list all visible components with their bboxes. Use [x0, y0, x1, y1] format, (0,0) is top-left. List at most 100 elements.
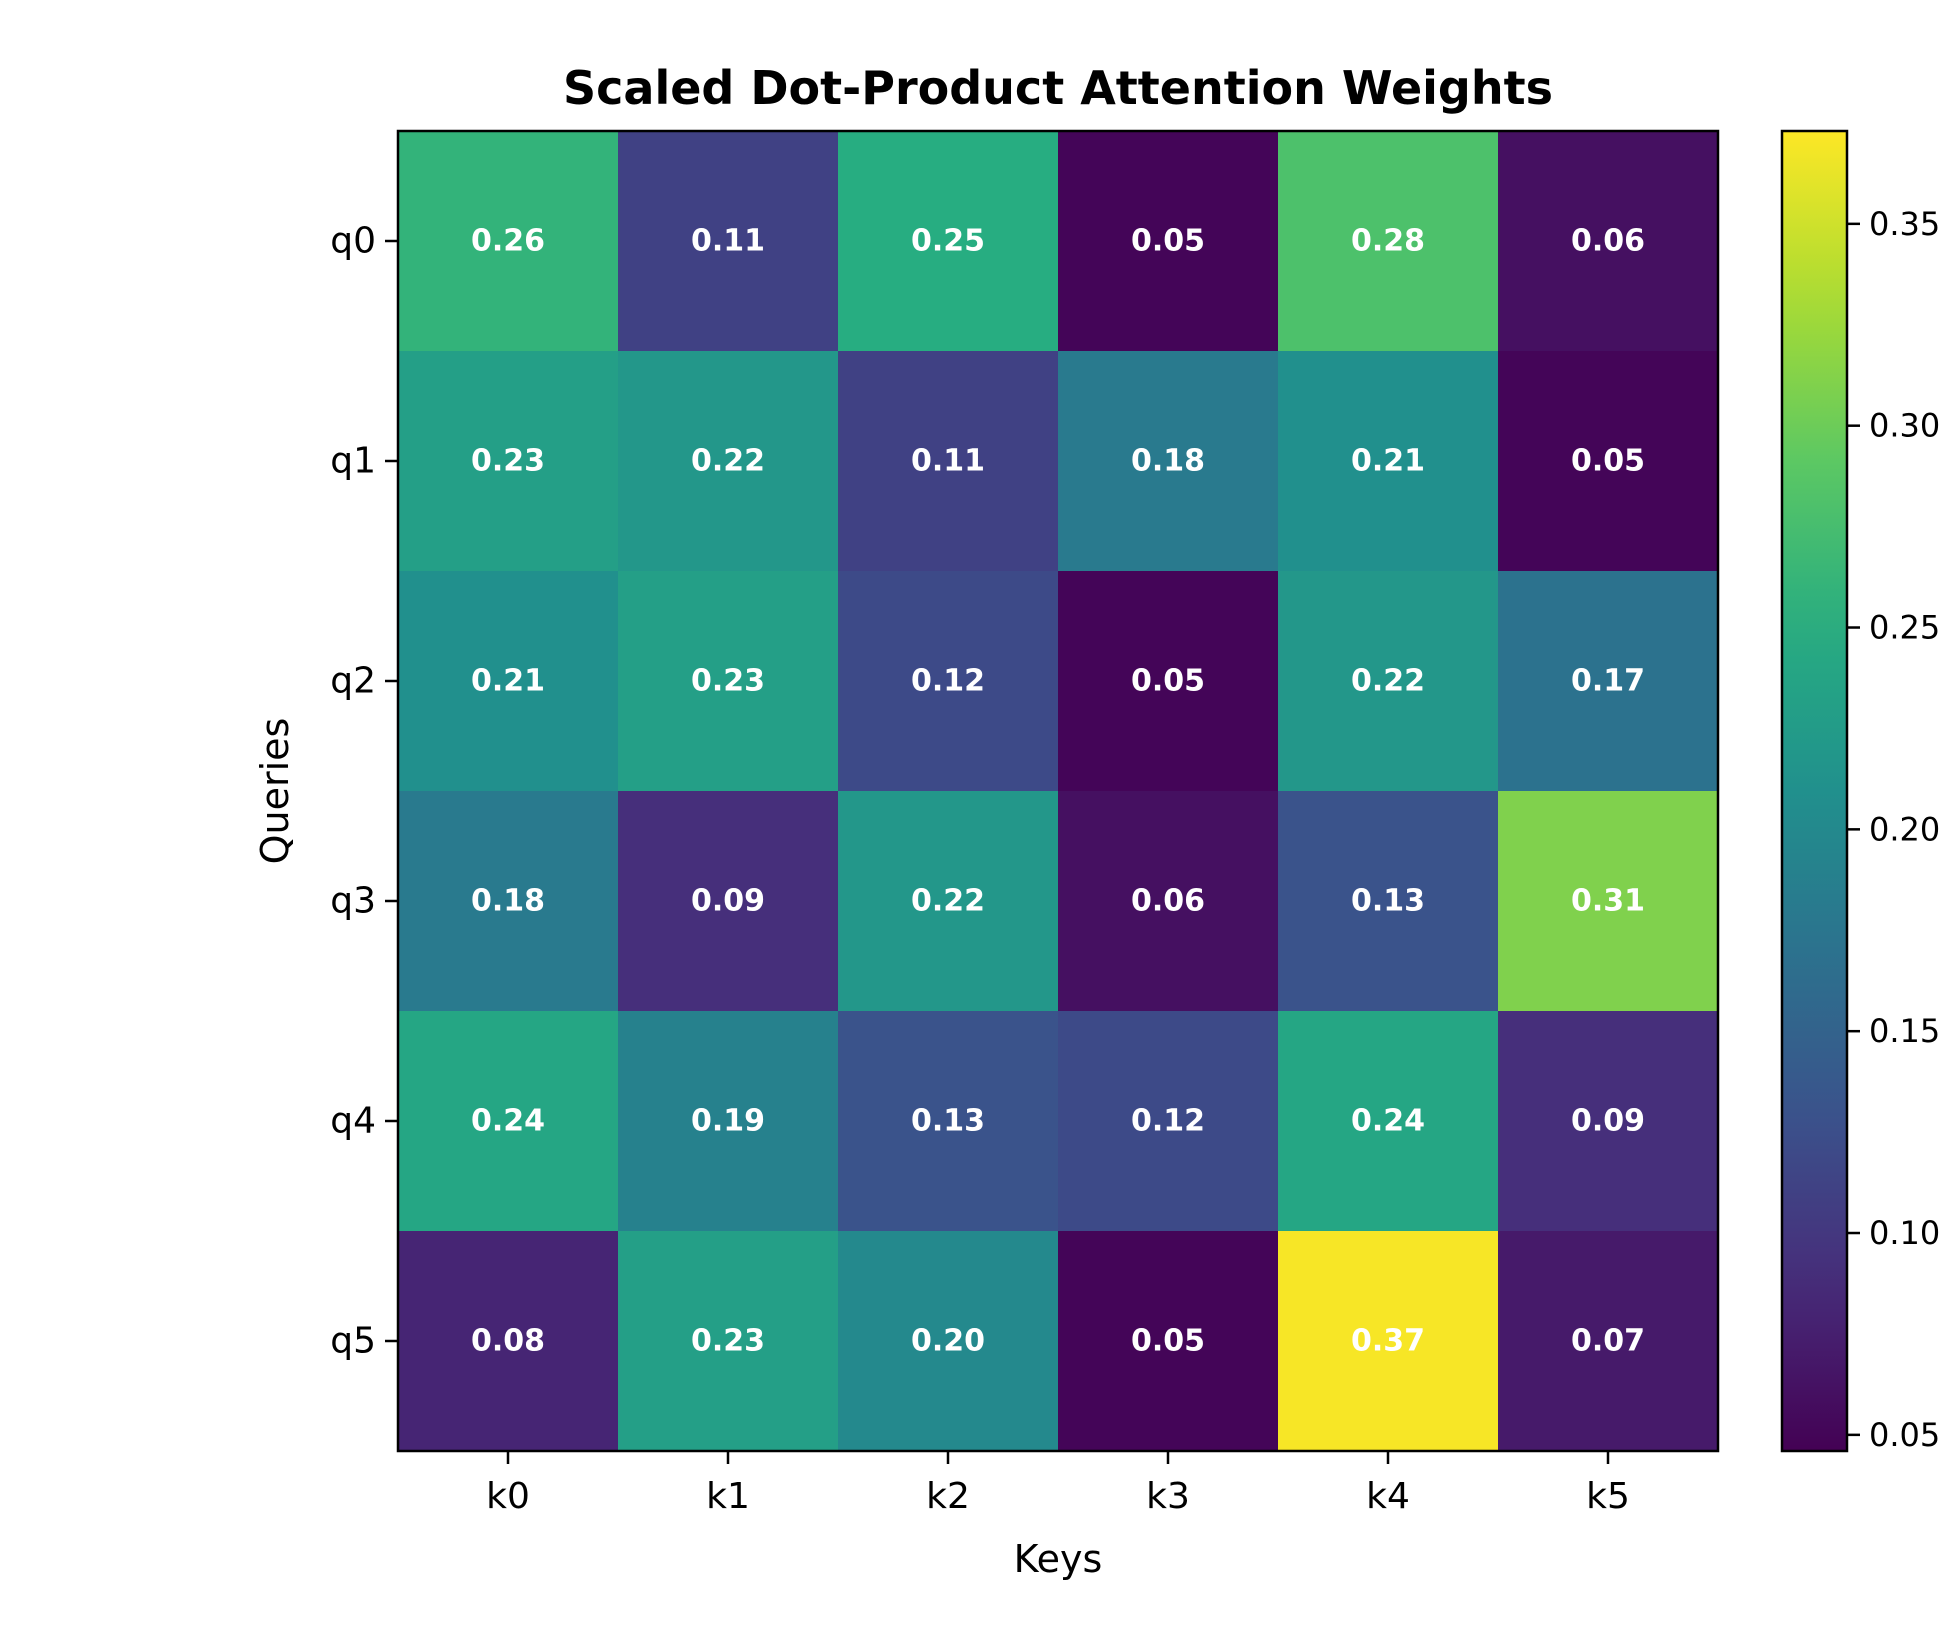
x-tick-label: k4: [1366, 1476, 1410, 1517]
heatmap-cell: [618, 1011, 839, 1232]
colorbar-tick-label: 0.25: [1869, 609, 1940, 647]
heatmap-cell: [838, 791, 1059, 1012]
cell-value-label: 0.17: [1571, 664, 1645, 699]
heatmap-cell: [838, 571, 1059, 792]
colorbar-tick-label: 0.30: [1869, 407, 1940, 445]
x-tick-label: k5: [1586, 1476, 1630, 1517]
heatmap-cell: [1058, 351, 1279, 572]
heatmap-cell: [1058, 1011, 1279, 1232]
heatmap-cell: [1498, 1011, 1719, 1232]
heatmap-cell: [398, 131, 619, 352]
heatmap-cell: [838, 1011, 1059, 1232]
x-tick-label: k3: [1146, 1476, 1190, 1517]
cell-value-label: 0.05: [1131, 664, 1205, 699]
y-tick-label: q1: [330, 441, 376, 482]
heatmap-cell: [398, 791, 619, 1012]
heatmap-cell: [1058, 571, 1279, 792]
cell-value-label: 0.11: [691, 224, 765, 259]
cell-value-label: 0.12: [911, 664, 985, 699]
cell-value-label: 0.21: [471, 664, 545, 699]
heatmap-cells: [398, 131, 1719, 1452]
x-axis-label: Keys: [1014, 1537, 1103, 1581]
cell-value-label: 0.24: [471, 1104, 545, 1139]
cell-value-label: 0.13: [1351, 884, 1425, 919]
heatmap-cell: [1058, 131, 1279, 352]
cell-value-label: 0.25: [911, 224, 985, 259]
heatmap-cell: [838, 1231, 1059, 1452]
colorbar-frame: [1780, 129, 1849, 1453]
cell-value-label: 0.37: [1351, 1324, 1425, 1359]
cell-value-label: 0.22: [911, 884, 985, 919]
cell-value-label: 0.18: [471, 884, 545, 919]
heatmap-cell: [398, 571, 619, 792]
cell-value-label: 0.18: [1131, 444, 1205, 479]
heatmap-cell: [1498, 131, 1719, 352]
heatmap-cell: [398, 351, 619, 572]
y-tick-label: q5: [330, 1321, 376, 1362]
cell-value-label: 0.22: [1351, 664, 1425, 699]
colorbar-gradient: [1782, 131, 1847, 1451]
colorbar-tick-label: 0.10: [1869, 1214, 1940, 1252]
colorbar-tick-label: 0.05: [1869, 1416, 1940, 1454]
cell-value-label: 0.19: [691, 1104, 765, 1139]
cell-value-label: 0.20: [911, 1324, 985, 1359]
heatmap-cell: [1498, 571, 1719, 792]
heatmap-cell: [1278, 571, 1499, 792]
cell-value-label: 0.09: [691, 884, 765, 919]
x-tick-label: k2: [926, 1476, 970, 1517]
y-axis: q0 q1 q2 q3 q4 q5: [330, 221, 398, 1362]
cell-annotations: 0.26 0.11 0.25 0.05 0.28 0.06 0.23 0.22 0.11 0.18…: [471, 224, 1645, 1359]
colorbar: 0.05 0.10 0.15 0.20 0.25 0.30 0.35: [1780, 129, 1940, 1454]
heatmap-cell: [618, 351, 839, 572]
colorbar-tick-label: 0.35: [1869, 205, 1940, 243]
cell-value-label: 0.05: [1571, 444, 1645, 479]
y-tick-label: q4: [330, 1101, 376, 1142]
x-axis: k0 k1 k2 k3 k4 k5: [486, 1451, 1630, 1517]
heatmap-cell: [1058, 791, 1279, 1012]
cell-value-label: 0.24: [1351, 1104, 1425, 1139]
cell-value-label: 0.28: [1351, 224, 1425, 259]
cell-value-label: 0.11: [911, 444, 985, 479]
cell-value-label: 0.08: [471, 1324, 545, 1359]
heatmap-cell: [1278, 351, 1499, 572]
y-tick-label: q2: [330, 661, 376, 702]
x-tick-label: k0: [486, 1476, 530, 1517]
colorbar-tick-label: 0.20: [1869, 810, 1940, 848]
cell-value-label: 0.09: [1571, 1104, 1645, 1139]
cell-value-label: 0.31: [1571, 884, 1645, 919]
heatmap-cell: [618, 571, 839, 792]
cell-value-label: 0.13: [911, 1104, 985, 1139]
heatmap-cell: [1278, 1231, 1499, 1452]
cell-value-label: 0.26: [471, 224, 545, 259]
cell-value-label: 0.05: [1131, 1324, 1205, 1359]
cell-value-label: 0.22: [691, 444, 765, 479]
cell-value-label: 0.06: [1571, 224, 1645, 259]
heatmap-cell: [618, 791, 839, 1012]
plot-frame: [396, 129, 1720, 1453]
heatmap-cell: [838, 131, 1059, 352]
heatmap-cell: [1278, 131, 1499, 352]
heatmap-cell: [1498, 791, 1719, 1012]
heatmap-cell: [1498, 1231, 1719, 1452]
heatmap-cell: [1278, 1011, 1499, 1232]
y-tick-label: q3: [330, 881, 376, 922]
heatmap-cell: [1278, 791, 1499, 1012]
cell-value-label: 0.05: [1131, 224, 1205, 259]
heatmap-cell: [618, 131, 839, 352]
heatmap-cell: [398, 1231, 619, 1452]
cell-value-label: 0.07: [1571, 1324, 1645, 1359]
heatmap-cell: [838, 351, 1059, 572]
y-tick-label: q0: [330, 221, 376, 262]
heatmap-cell: [618, 1231, 839, 1452]
heatmap-cell: [1498, 351, 1719, 572]
cell-value-label: 0.06: [1131, 884, 1205, 919]
heatmap-cell: [398, 1011, 619, 1232]
cell-value-label: 0.23: [691, 1324, 765, 1359]
y-axis-label: Queries: [253, 718, 297, 865]
cell-value-label: 0.21: [1351, 444, 1425, 479]
cell-value-label: 0.12: [1131, 1104, 1205, 1139]
cell-value-label: 0.23: [471, 444, 545, 479]
colorbar-tick-label: 0.15: [1869, 1012, 1940, 1050]
heatmap-cell: [1058, 1231, 1279, 1452]
